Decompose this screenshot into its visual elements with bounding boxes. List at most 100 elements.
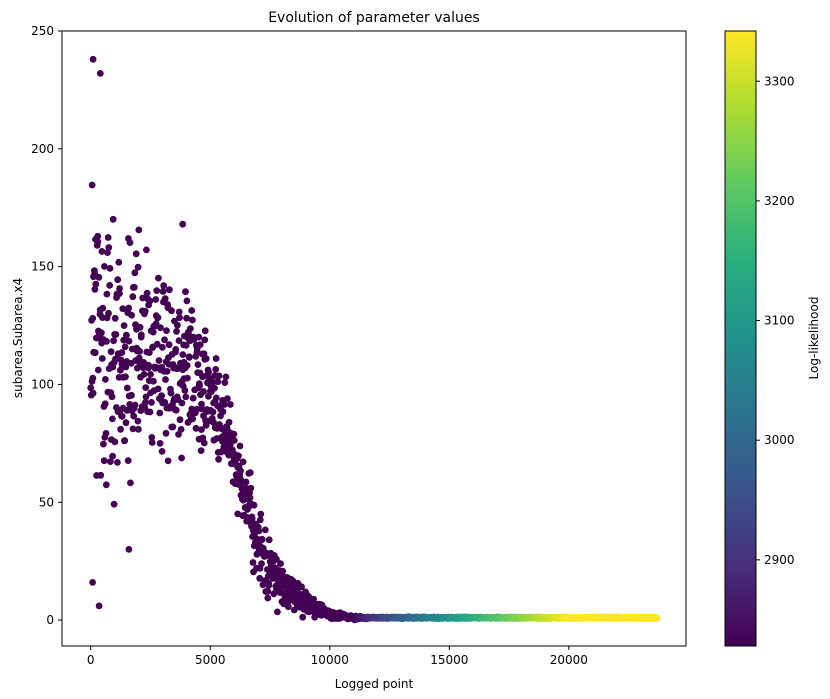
scatter-point	[214, 378, 222, 386]
scatter-point	[273, 555, 280, 563]
scatter-point	[120, 322, 128, 329]
scatter-point	[157, 324, 164, 332]
scatter-point	[189, 394, 197, 402]
x-tick-label: 0	[87, 653, 95, 667]
colorbar-ticks: 2900 3000 3100 3200 3300	[756, 74, 795, 567]
scatter-point	[149, 328, 157, 336]
scatter-point	[212, 394, 220, 402]
scatter-point	[261, 526, 269, 534]
scatter-point	[174, 321, 181, 329]
scatter-point	[154, 314, 162, 321]
scatter-point	[221, 401, 228, 408]
scatter-point	[222, 373, 230, 381]
scatter-point	[199, 434, 207, 442]
scatter-point	[257, 510, 265, 518]
scatter-point	[246, 469, 254, 476]
scatter-point	[167, 389, 175, 397]
scatter-point	[175, 308, 183, 316]
scatter-point	[94, 366, 102, 374]
scatter-point	[102, 376, 109, 383]
scatter-point	[107, 348, 115, 356]
scatter-point	[182, 341, 190, 349]
scatter-point	[123, 331, 130, 339]
scatter-point	[150, 377, 157, 385]
scatter-point	[202, 355, 210, 363]
scatter-point	[247, 484, 255, 492]
scatter-point	[142, 393, 150, 401]
scatter-point	[136, 347, 144, 355]
scatter-point	[173, 328, 180, 335]
scatter-point	[227, 401, 234, 408]
scatter-point	[88, 181, 96, 189]
colorbar-tick-label: 3200	[764, 194, 795, 208]
scatter-point	[89, 389, 97, 397]
scatter-point	[215, 455, 223, 463]
scatter-point	[158, 448, 166, 455]
scatter-point	[114, 276, 122, 284]
scatter-point	[163, 327, 170, 334]
scatter-point	[125, 546, 133, 553]
scatter-point	[178, 454, 186, 462]
scatter-point	[108, 393, 116, 401]
scatter-point	[230, 437, 238, 444]
scatter-point	[128, 311, 136, 319]
scatter-point	[134, 417, 142, 425]
scatter-point	[209, 408, 217, 416]
scatter-point	[125, 304, 133, 312]
scatter-point	[107, 458, 114, 465]
scatter-point	[277, 560, 284, 567]
scatter-point	[161, 295, 169, 302]
scatter-point	[177, 426, 185, 433]
scatter-point	[154, 385, 162, 393]
scatter-point	[112, 355, 119, 363]
scatter-point	[183, 297, 191, 305]
scatter-point	[142, 399, 149, 406]
chart-title: Evolution of parameter values	[268, 10, 480, 26]
scatter-point	[146, 408, 154, 416]
scatter-point	[155, 357, 163, 364]
scatter-point	[142, 384, 150, 391]
scatter-point	[196, 341, 204, 348]
scatter-point	[198, 426, 205, 433]
scatter-point	[126, 479, 134, 487]
scatter-point	[116, 290, 123, 297]
scatter-point	[258, 535, 266, 543]
scatter-point	[89, 579, 96, 586]
scatter-point	[159, 343, 166, 351]
y-tick-label: 250	[31, 24, 54, 38]
scatter-point	[156, 409, 164, 417]
scatter-points	[87, 55, 661, 624]
scatter-point	[126, 239, 134, 247]
colorbar	[724, 30, 757, 647]
scatter-point	[111, 438, 119, 446]
colorbar-tick-label: 3000	[764, 433, 795, 447]
scatter-point	[148, 434, 156, 441]
y-tick-label: 150	[31, 260, 54, 274]
scatter-point	[221, 379, 229, 386]
scatter-point	[104, 234, 112, 241]
scatter-point	[152, 296, 160, 303]
scatter-point	[118, 412, 126, 420]
scatter-point	[123, 384, 131, 392]
scatter-point	[143, 246, 150, 254]
scatter-point	[124, 457, 132, 464]
scatter-point	[122, 363, 130, 371]
scatter-point	[146, 297, 154, 305]
scatter-point	[175, 337, 183, 344]
scatter-point	[212, 366, 220, 373]
scatter-point	[201, 327, 209, 335]
scatter-point	[242, 484, 250, 492]
scatter-point	[184, 374, 191, 382]
x-tick-label: 20000	[550, 653, 588, 667]
scatter-point	[139, 294, 147, 302]
scatter-point	[121, 343, 129, 351]
x-tick-label: 10000	[311, 653, 349, 667]
scatter-point	[166, 286, 173, 294]
y-axis-ticks: 0 50 100 150 200 250	[31, 24, 62, 627]
scatter-point	[137, 331, 145, 339]
y-tick-label: 200	[31, 142, 54, 156]
scatter-point	[106, 265, 114, 272]
scatter-point	[101, 263, 108, 270]
scatter-point	[156, 440, 164, 447]
scatter-point	[96, 70, 104, 77]
